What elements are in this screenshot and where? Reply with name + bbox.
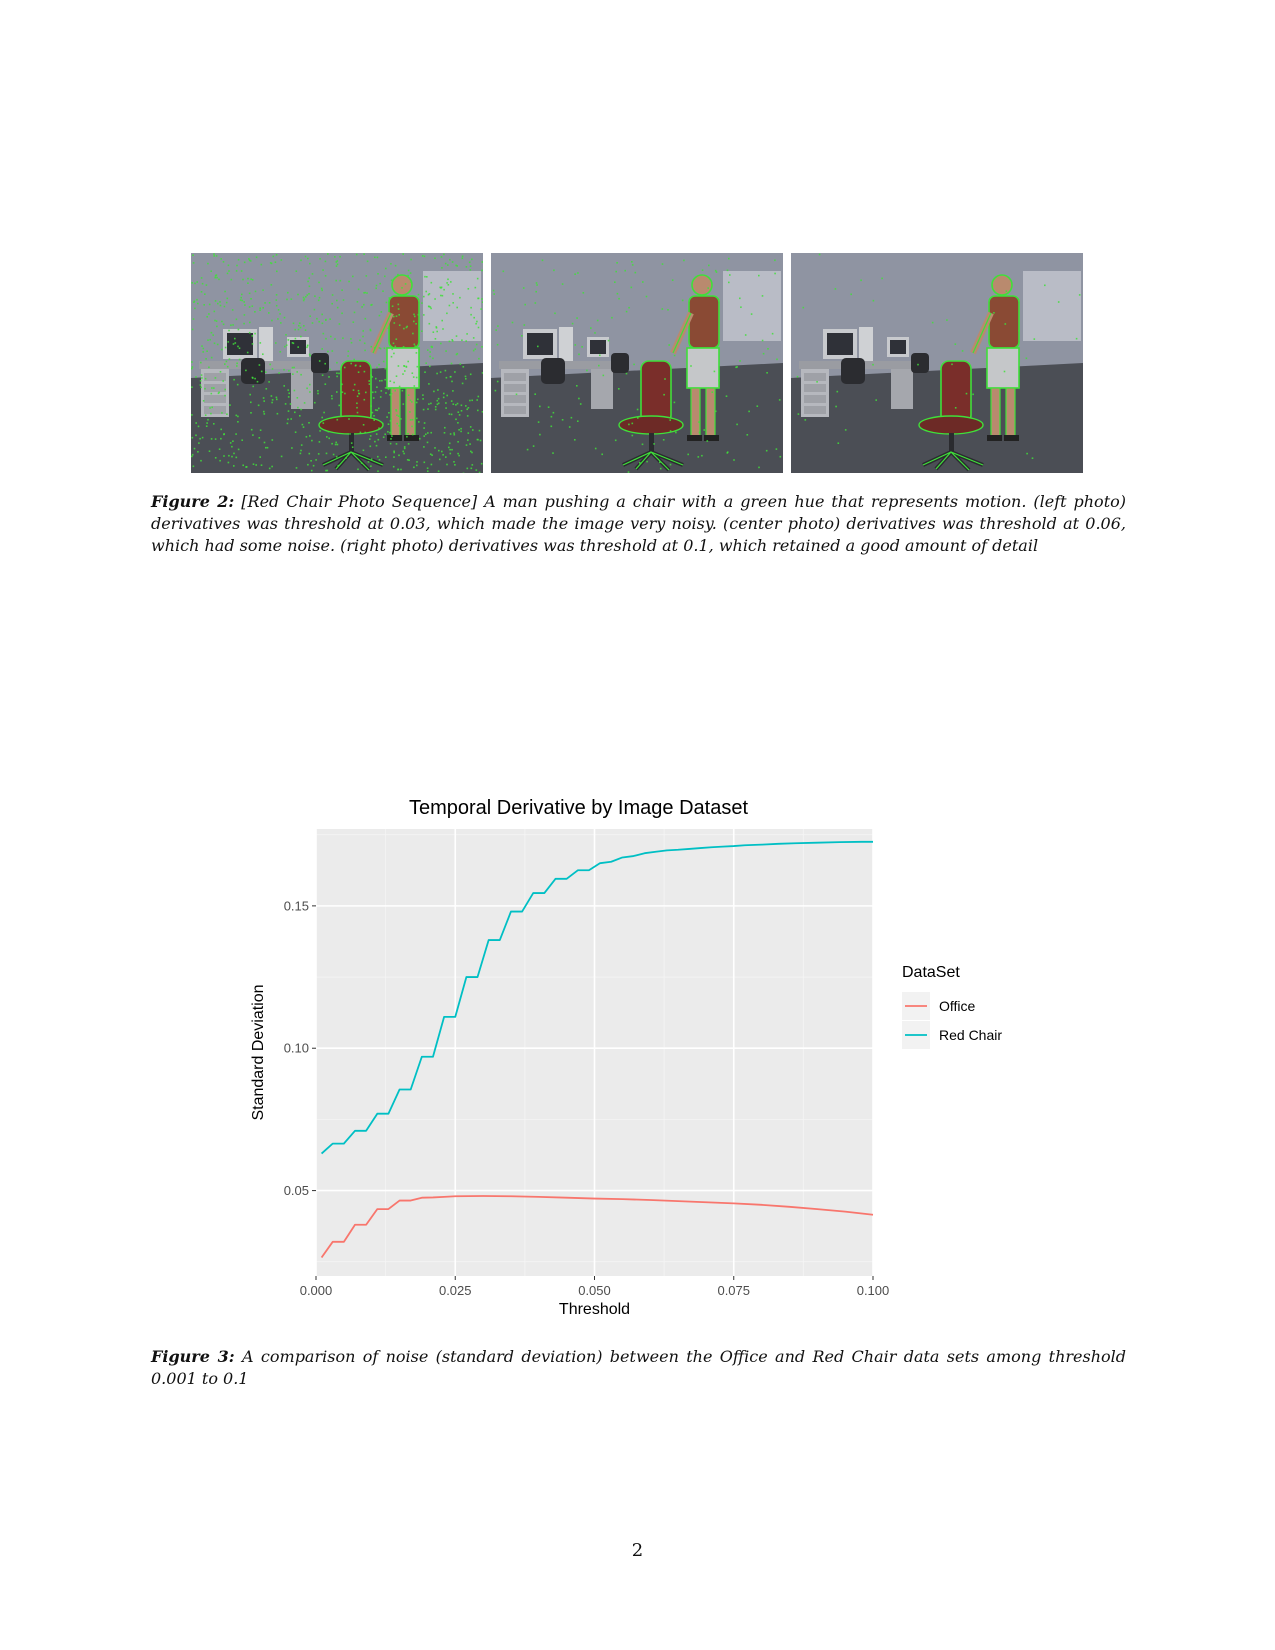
figure2-photo-row [191,253,1084,473]
legend-title: DataSet [902,964,960,981]
figure3-caption: Figure 3: A comparison of noise (standar… [151,1346,1126,1390]
photo-illustration [191,253,483,473]
y-tick-label: 0.10 [284,1041,309,1056]
x-tick-label: 0.100 [857,1283,890,1298]
legend-label: Office [939,998,976,1014]
x-tick-label: 0.075 [717,1283,750,1298]
series-line-red-chair [320,840,873,1155]
red-chair-photo-left [191,253,483,473]
y-tick-label: 0.05 [284,1183,309,1198]
legend-label: Red Chair [939,1027,1002,1043]
figure3-text: A comparison of noise (standard deviatio… [151,1347,1126,1388]
red-chair-photo-center [491,253,783,473]
y-tick-label: 0.15 [284,898,309,913]
temporal-derivative-chart: Temporal Derivative by Image Dataset 0.00… [250,797,1002,1318]
series-line-office [320,1195,874,1259]
photo-illustration [791,253,1083,473]
photo-illustration [491,253,783,473]
figure2-text: [Red Chair Photo Sequence] A man pushing… [151,492,1126,555]
x-tick-label: 0.050 [578,1283,611,1298]
x-tick-label: 0.000 [300,1283,333,1298]
figure3-label: Figure 3: [151,1347,235,1366]
x-axis-title: Threshold [559,1301,630,1318]
x-tick-label: 0.025 [439,1283,472,1298]
figure2-label: Figure 2: [151,492,235,511]
chart-title: Temporal Derivative by Image Dataset [409,797,748,819]
red-chair-photo-right [791,253,1083,473]
page-number: 2 [631,1540,644,1561]
figure2-caption: Figure 2: [Red Chair Photo Sequence] A m… [151,491,1126,557]
y-axis-title: Standard Deviation [250,984,267,1120]
